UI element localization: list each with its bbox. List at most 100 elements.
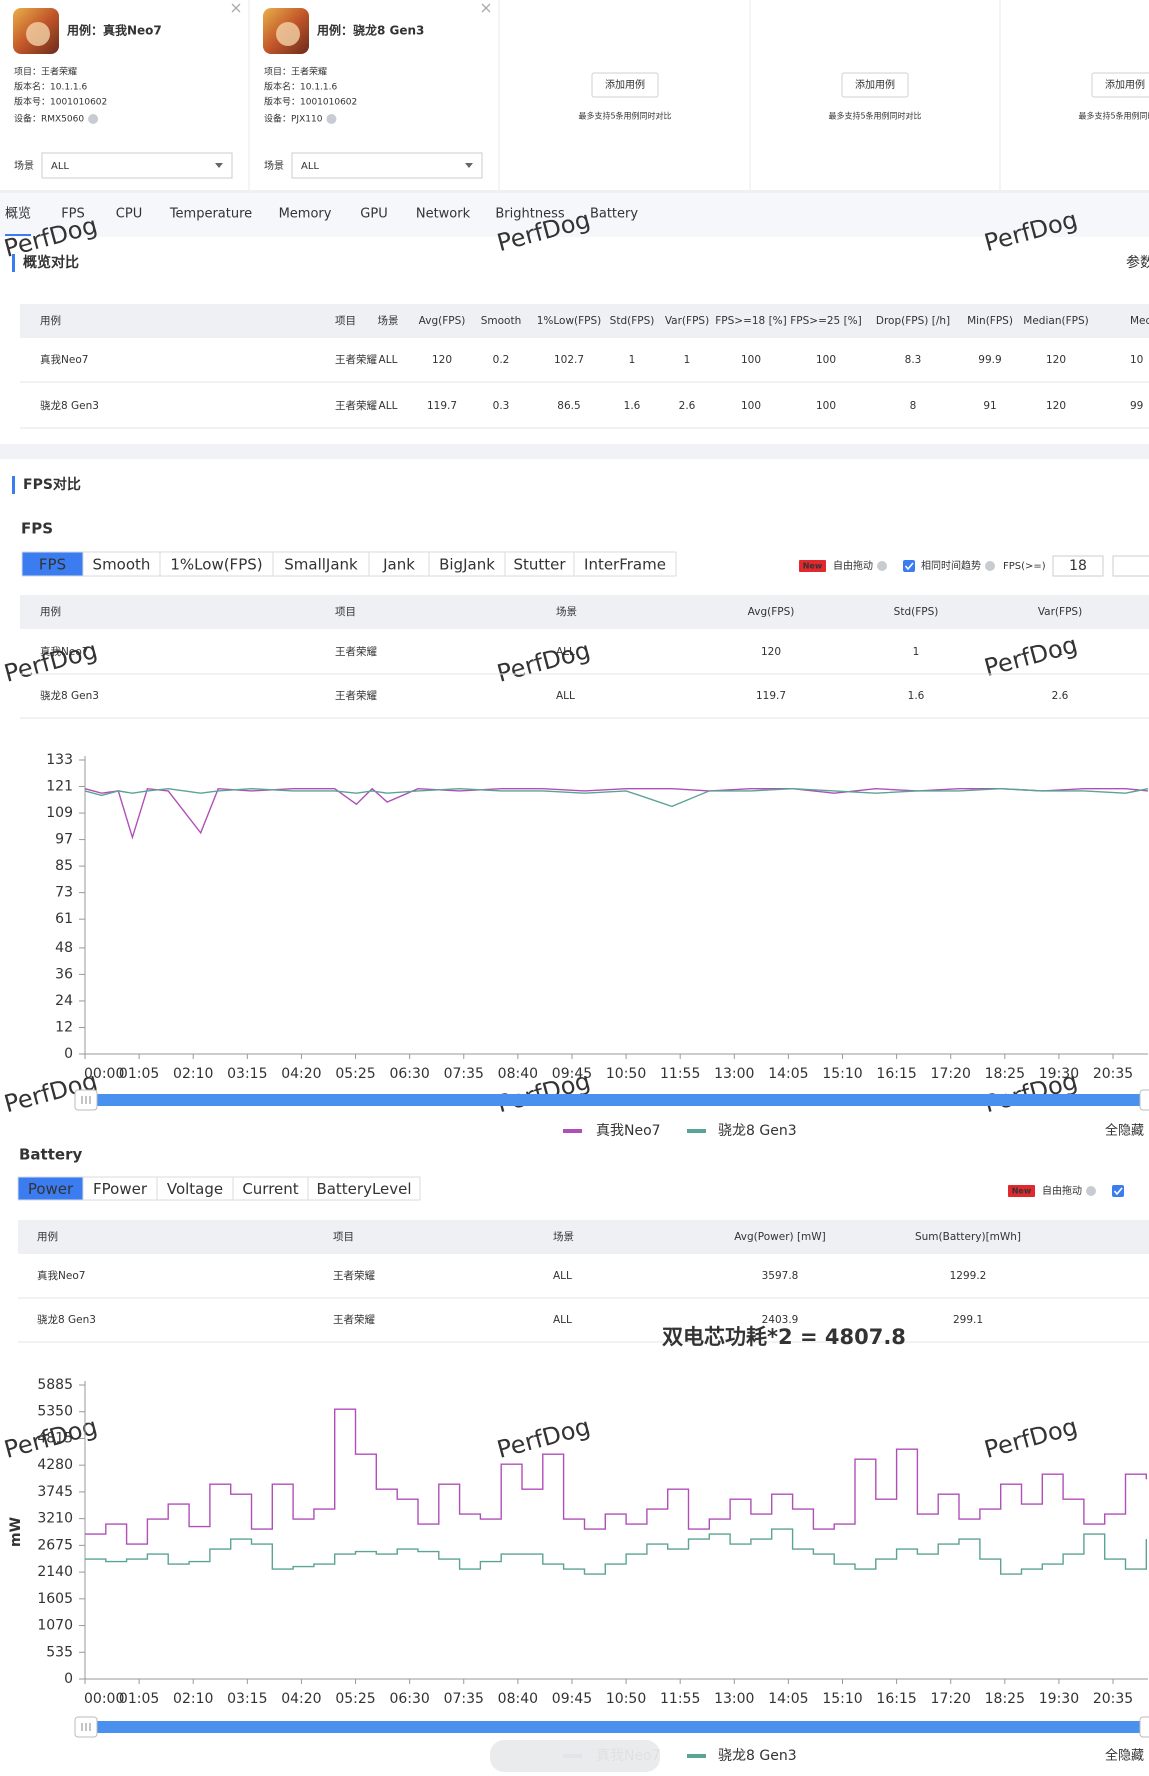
info-icon[interactable] (326, 114, 337, 124)
sub-tab-label[interactable]: Power (28, 1180, 74, 1198)
x-tick-label: 16:15 (876, 1691, 916, 1707)
sub-tab-label[interactable]: Smooth (93, 556, 151, 574)
table-cell: 骁龙8 Gen3 (40, 689, 99, 702)
nav-tab[interactable]: Brightness (495, 207, 564, 222)
table-cell: 王者荣耀 (333, 1314, 375, 1326)
game-icon-face (276, 22, 300, 46)
overview-link[interactable]: 参数 (1126, 254, 1149, 271)
x-tick-label: 00:00 (84, 1066, 124, 1082)
legend-swatch[interactable] (687, 1754, 706, 1758)
legend-swatch[interactable] (687, 1129, 706, 1133)
nav-tab[interactable]: Temperature (169, 207, 252, 222)
case-project: 项目：王者荣耀 (264, 66, 327, 78)
sub-tab[interactable] (307, 1176, 421, 1201)
table-cell: 8.3 (905, 354, 922, 366)
legend-label[interactable]: 真我Neo7 (596, 1123, 661, 1139)
nav-tab[interactable]: Memory (279, 207, 332, 222)
x-tick-label: 17:20 (931, 1066, 971, 1082)
add-case-label[interactable]: 添加用例 (605, 78, 645, 91)
info-icon[interactable] (88, 114, 99, 124)
sub-tab-label[interactable]: Stutter (513, 556, 566, 574)
extra-input[interactable] (1112, 555, 1149, 577)
sub-tab-label[interactable]: 1%Low(FPS) (170, 556, 262, 574)
nav-tab[interactable]: CPU (116, 207, 142, 222)
legend-toggle[interactable]: 全隐藏 (1105, 1123, 1144, 1139)
case-device: 设备：PJX110 (264, 113, 323, 125)
scene-select[interactable] (291, 152, 483, 179)
y-tick-label: 5350 (37, 1404, 73, 1420)
nav-tab[interactable]: FPS (61, 207, 85, 222)
sub-tab-label[interactable]: Current (242, 1180, 298, 1198)
close-icon[interactable] (481, 3, 491, 13)
sub-tab[interactable] (573, 551, 677, 577)
legend-label[interactable]: 骁龙8 Gen3 (718, 1123, 797, 1139)
nav-tab[interactable]: 概览 (5, 206, 31, 222)
sub-tab-label[interactable]: FPower (93, 1180, 148, 1198)
trend-label[interactable]: 相同时间趋势 (921, 559, 981, 572)
sub-tab-label[interactable]: BatteryLevel (316, 1180, 411, 1198)
table-header (18, 1220, 1149, 1254)
legend-label[interactable]: 骁龙8 Gen3 (718, 1748, 797, 1764)
add-case-button[interactable] (591, 72, 659, 98)
section-marker (12, 254, 15, 272)
y-tick-label: 535 (46, 1644, 73, 1660)
add-case-button[interactable] (1091, 72, 1149, 98)
table-header-cell: 1%Low(FPS) (537, 315, 602, 327)
y-tick-label: 97 (55, 832, 73, 848)
x-tick-label: 15:10 (822, 1066, 862, 1082)
sub-tab-label[interactable]: Jank (382, 556, 415, 574)
zoom-slider-track[interactable] (77, 1094, 1148, 1106)
y-tick-label: 0 (64, 1671, 73, 1687)
sub-tab-label[interactable]: BigJank (439, 556, 495, 574)
table-cell: 王者荣耀 (335, 646, 377, 658)
close-icon[interactable] (231, 3, 241, 13)
add-case-label[interactable]: 添加用例 (855, 78, 895, 91)
zoom-slider-track[interactable] (77, 1721, 1148, 1733)
table-header-cell: Smooth (481, 315, 522, 327)
sub-tab[interactable] (21, 551, 84, 577)
y-tick-label: 2675 (37, 1537, 73, 1553)
table-header-cell: 用例 (40, 605, 61, 618)
zoom-slider-handle[interactable] (1139, 1089, 1149, 1111)
checkbox[interactable] (1112, 1185, 1124, 1197)
nav-tab[interactable]: Battery (590, 207, 638, 222)
drag-label[interactable]: 自由拖动 (1042, 1184, 1082, 1197)
table-cell: 1.6 (908, 690, 925, 702)
scene-label: 场景 (14, 159, 34, 172)
table-header-cell: 场景 (556, 605, 577, 618)
add-case-button[interactable] (841, 72, 909, 98)
checkbox[interactable] (903, 560, 915, 572)
table-cell: ALL (553, 1314, 572, 1326)
sub-tab-label[interactable]: InterFrame (584, 556, 666, 574)
sub-tab-label[interactable]: SmallJank (284, 556, 358, 574)
sub-tab[interactable] (428, 551, 506, 577)
x-tick-label: 03:15 (227, 1691, 267, 1707)
zoom-slider-handle[interactable] (1139, 1716, 1149, 1738)
x-tick-label: 11:55 (660, 1066, 700, 1082)
nav-tab[interactable]: Network (416, 207, 471, 222)
y-tick-label: 121 (46, 779, 73, 795)
y-tick-label: 61 (55, 911, 73, 927)
game-icon-face (26, 22, 50, 46)
sub-tab-label[interactable]: Voltage (167, 1180, 223, 1198)
x-tick-label: 11:55 (660, 1691, 700, 1707)
sub-tab[interactable] (159, 551, 274, 577)
sub-tab-label[interactable]: FPS (39, 556, 66, 574)
nav-tab[interactable]: GPU (360, 207, 387, 222)
table-header-cell: Median(FPS) (1023, 315, 1088, 327)
x-tick-label: 07:35 (444, 1066, 484, 1082)
sub-tab[interactable] (82, 551, 161, 577)
threshold-value[interactable]: 18 (1069, 558, 1087, 574)
threshold-input[interactable] (1052, 555, 1104, 577)
legend-swatch[interactable] (563, 1129, 582, 1133)
series-line (85, 1528, 1147, 1575)
table-cell: 120 (432, 354, 452, 366)
add-case-label[interactable]: 添加用例 (1105, 78, 1145, 91)
table-header-cell: Avg(FPS) (419, 315, 466, 327)
scene-select[interactable] (41, 152, 233, 179)
sub-tab[interactable] (272, 551, 370, 577)
drag-label[interactable]: 自由拖动 (833, 559, 873, 572)
legend-toggle[interactable]: 全隐藏 (1105, 1748, 1144, 1764)
sub-tab[interactable] (504, 551, 575, 577)
